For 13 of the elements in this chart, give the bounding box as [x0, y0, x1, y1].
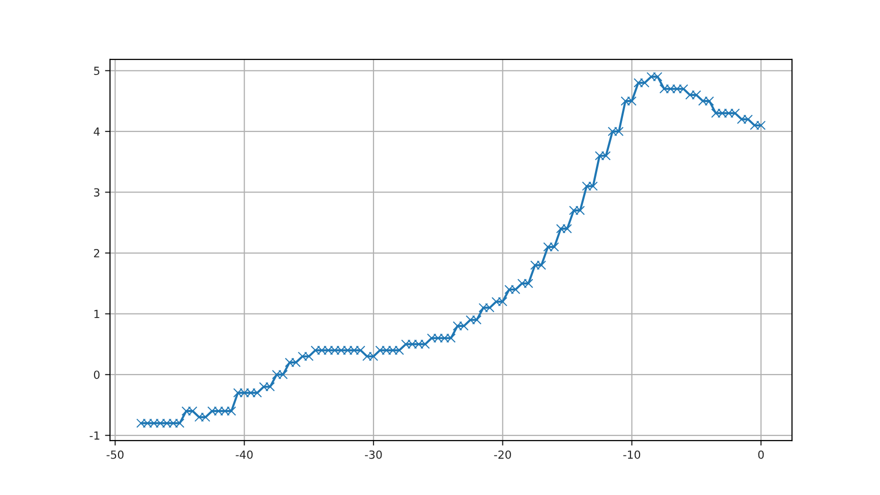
y-tick-label: 4 — [94, 128, 100, 136]
y-tick-label: -1 — [90, 432, 100, 440]
y-tick-label: 0 — [94, 370, 100, 379]
x-tick-label: -30 — [364, 450, 382, 459]
y-tick-label: 5 — [94, 66, 100, 76]
x-tick-label: 0 — [758, 450, 764, 459]
x-tick-label: -50 — [106, 450, 124, 459]
x-tick-label: -20 — [494, 450, 512, 459]
x-tick-label: -40 — [236, 450, 253, 459]
y-tick-label: 1 — [94, 310, 100, 318]
y-tick-label: 3 — [94, 188, 100, 197]
y-tick-label: 2 — [94, 248, 100, 258]
x-tick-label: -10 — [623, 450, 640, 459]
